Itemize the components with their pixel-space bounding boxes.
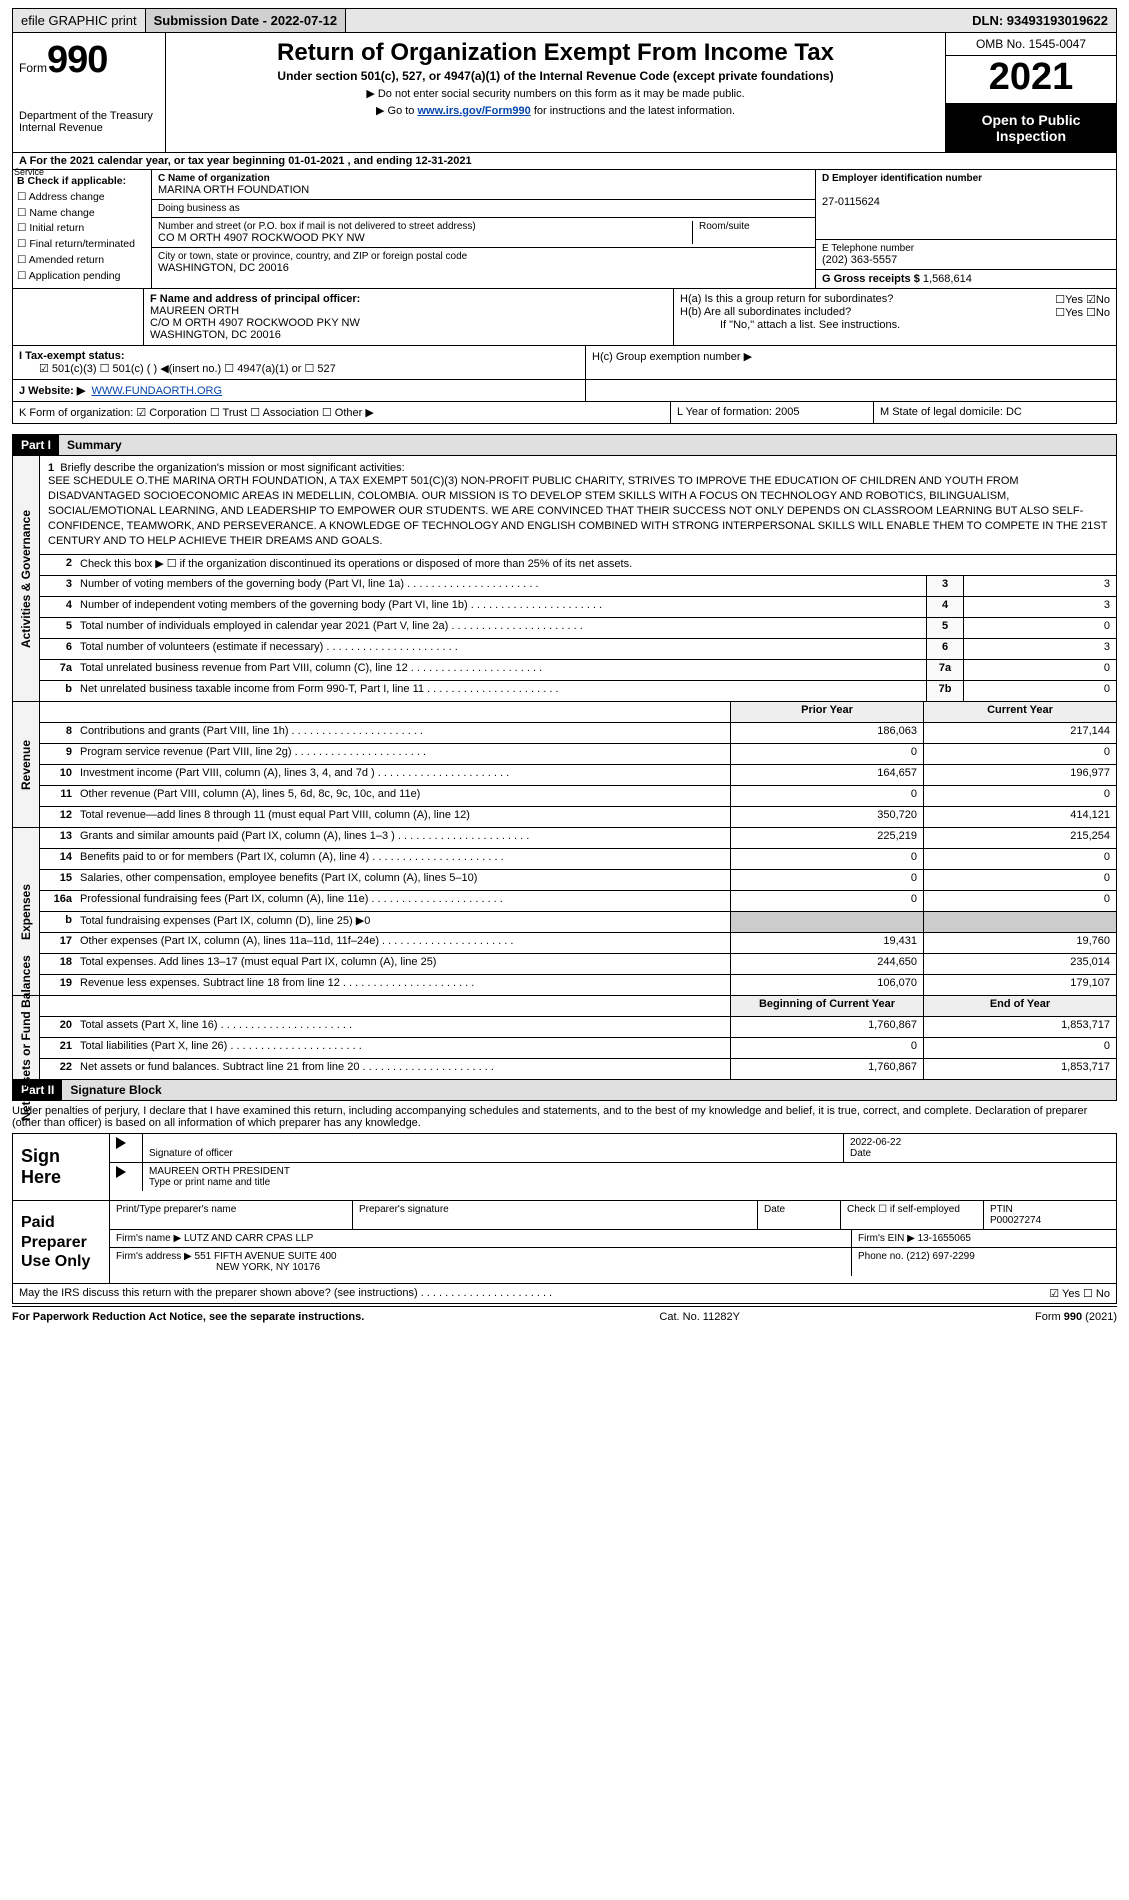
form-number: Form990 <box>19 39 159 82</box>
ein: 27-0115624 <box>822 196 1110 208</box>
line-21: 21Total liabilities (Part X, line 26)00 <box>40 1038 1116 1059</box>
header-right: OMB No. 1545-0047 2021 Open to Public In… <box>946 33 1116 152</box>
tax-year: 2021 <box>946 56 1116 104</box>
cat-no: Cat. No. 11282Y <box>659 1311 740 1323</box>
signature-intro: Under penalties of perjury, I declare th… <box>12 1101 1117 1133</box>
section-governance: Activities & Governance 1 Briefly descri… <box>12 456 1117 702</box>
part1-header: Part I Summary <box>12 434 1117 456</box>
line-5: 5Total number of individuals employed in… <box>40 618 1116 639</box>
line-16b: bTotal fundraising expenses (Part IX, co… <box>40 912 1116 933</box>
efile-label: efile GRAPHIC print <box>13 9 146 32</box>
submission-date-button[interactable]: Submission Date - 2022-07-12 <box>146 9 347 32</box>
dln-label: DLN: 93493193019622 <box>964 9 1116 32</box>
paid-preparer-block: Paid Preparer Use Only Print/Type prepar… <box>12 1201 1117 1284</box>
triangle-icon <box>116 1137 126 1149</box>
col-deg: D Employer identification number 27-0115… <box>816 170 1116 288</box>
telephone: (202) 363-5557 <box>822 254 1110 266</box>
section-i-tax-status: I Tax-exempt status: ☑ 501(c)(3) ☐ 501(c… <box>12 346 1117 380</box>
sign-here-label: Sign Here <box>13 1134 110 1200</box>
open-to-public: Open to Public Inspection <box>946 104 1116 152</box>
firm-name: LUTZ AND CARR CPAS LLP <box>184 1233 313 1244</box>
mission-text: SEE SCHEDULE O.THE MARINA ORTH FOUNDATIO… <box>48 474 1108 548</box>
part2-header: Part II Signature Block <box>12 1080 1117 1101</box>
goto-note: ▶ Go to www.irs.gov/Form990 for instruct… <box>172 104 939 117</box>
line-10: 10Investment income (Part VIII, column (… <box>40 765 1116 786</box>
footer: For Paperwork Reduction Act Notice, see … <box>12 1306 1117 1327</box>
line-4: 4Number of independent voting members of… <box>40 597 1116 618</box>
irs-label: Internal Revenue <box>19 122 159 134</box>
paid-preparer-label: Paid Preparer Use Only <box>13 1201 110 1283</box>
street-address: CO M ORTH 4907 ROCKWOOD PKY NW <box>158 232 692 244</box>
line-7a: 7aTotal unrelated business revenue from … <box>40 660 1116 681</box>
line-11: 11Other revenue (Part VIII, column (A), … <box>40 786 1116 807</box>
line-15: 15Salaries, other compensation, employee… <box>40 870 1116 891</box>
col-c: C Name of organization MARINA ORTH FOUND… <box>152 170 816 288</box>
org-name: MARINA ORTH FOUNDATION <box>158 184 809 196</box>
rev-header: Prior YearCurrent Year <box>40 702 1116 723</box>
firm-ein: 13-1655065 <box>918 1233 971 1244</box>
line-18: 18Total expenses. Add lines 13–17 (must … <box>40 954 1116 975</box>
section-bcd: Service B Check if applicable: ☐ Address… <box>12 170 1117 289</box>
website-link[interactable]: WWW.FUNDAORTH.ORG <box>91 385 222 397</box>
city-state-zip: WASHINGTON, DC 20016 <box>158 262 809 274</box>
vlabel-net-assets: Net Assets or Fund Balances <box>13 996 40 1079</box>
line-3: 3Number of voting members of the governi… <box>40 576 1116 597</box>
line-16a: 16aProfessional fundraising fees (Part I… <box>40 891 1116 912</box>
line-17: 17Other expenses (Part IX, column (A), l… <box>40 933 1116 954</box>
line-12: 12Total revenue—add lines 8 through 11 (… <box>40 807 1116 827</box>
gross-receipts: 1,568,614 <box>923 273 972 285</box>
discuss-row: May the IRS discuss this return with the… <box>12 1284 1117 1304</box>
paperwork-notice: For Paperwork Reduction Act Notice, see … <box>12 1311 364 1323</box>
mission-block: 1 Briefly describe the organization's mi… <box>40 456 1116 555</box>
net-header: Beginning of Current YearEnd of Year <box>40 996 1116 1017</box>
omb-number: OMB No. 1545-0047 <box>946 33 1116 56</box>
topbar: efile GRAPHIC print Submission Date - 20… <box>12 8 1117 33</box>
header-center: Return of Organization Exempt From Incom… <box>166 33 946 152</box>
year-formation: L Year of formation: 2005 <box>671 402 874 423</box>
sign-here-block: Sign Here Signature of officer 2022-06-2… <box>12 1133 1117 1201</box>
ptin: P00027274 <box>990 1215 1041 1226</box>
dept-treasury: Department of the Treasury <box>19 110 159 122</box>
row-a-tax-year: A For the 2021 calendar year, or tax yea… <box>12 153 1117 170</box>
officer-name: MAUREEN ORTH PRESIDENT <box>149 1166 290 1177</box>
form-header: Form990 Department of the Treasury Inter… <box>12 33 1117 153</box>
section-expenses: Expenses 13Grants and similar amounts pa… <box>12 828 1117 996</box>
col-b-checkboxes: Service B Check if applicable: ☐ Address… <box>13 170 152 288</box>
line-2: 2Check this box ▶ ☐ if the organization … <box>40 555 1116 576</box>
form-990-page: efile GRAPHIC print Submission Date - 20… <box>0 0 1129 1335</box>
section-revenue: Revenue Prior YearCurrent Year 8Contribu… <box>12 702 1117 828</box>
state-domicile: M State of legal domicile: DC <box>874 402 1116 423</box>
section-klm: K Form of organization: ☑ Corporation ☐ … <box>12 402 1117 424</box>
line-9: 9Program service revenue (Part VIII, lin… <box>40 744 1116 765</box>
irs-link[interactable]: www.irs.gov/Form990 <box>417 105 530 117</box>
firm-address: 551 FIFTH AVENUE SUITE 400 <box>195 1251 337 1262</box>
section-j-website: J Website: ▶ WWW.FUNDAORTH.ORG <box>12 380 1117 402</box>
line-6: 6Total number of volunteers (estimate if… <box>40 639 1116 660</box>
section-net-assets: Net Assets or Fund Balances Beginning of… <box>12 996 1117 1080</box>
line-7b: bNet unrelated business taxable income f… <box>40 681 1116 701</box>
line-8: 8Contributions and grants (Part VIII, li… <box>40 723 1116 744</box>
line-13: 13Grants and similar amounts paid (Part … <box>40 828 1116 849</box>
line-22: 22Net assets or fund balances. Subtract … <box>40 1059 1116 1079</box>
line-14: 14Benefits paid to or for members (Part … <box>40 849 1116 870</box>
hc-group-exemption: H(c) Group exemption number ▶ <box>586 346 1116 379</box>
form-of-org: K Form of organization: ☑ Corporation ☐ … <box>13 402 671 423</box>
line-20: 20Total assets (Part X, line 16)1,760,86… <box>40 1017 1116 1038</box>
vlabel-governance: Activities & Governance <box>13 456 40 701</box>
group-return: H(a) Is this a group return for subordin… <box>674 289 1116 345</box>
line-19: 19Revenue less expenses. Subtract line 1… <box>40 975 1116 995</box>
principal-officer: F Name and address of principal officer:… <box>144 289 674 345</box>
header-left: Form990 Department of the Treasury Inter… <box>13 33 166 152</box>
ssn-note: ▶ Do not enter social security numbers o… <box>172 87 939 100</box>
triangle-icon <box>116 1166 126 1178</box>
firm-phone: (212) 697-2299 <box>906 1251 974 1262</box>
section-fh: F Name and address of principal officer:… <box>12 289 1117 346</box>
form-subtitle: Under section 501(c), 527, or 4947(a)(1)… <box>172 69 939 83</box>
form-ref: Form 990 (2021) <box>1035 1311 1117 1323</box>
form-title: Return of Organization Exempt From Incom… <box>172 39 939 67</box>
vlabel-revenue: Revenue <box>13 702 40 827</box>
